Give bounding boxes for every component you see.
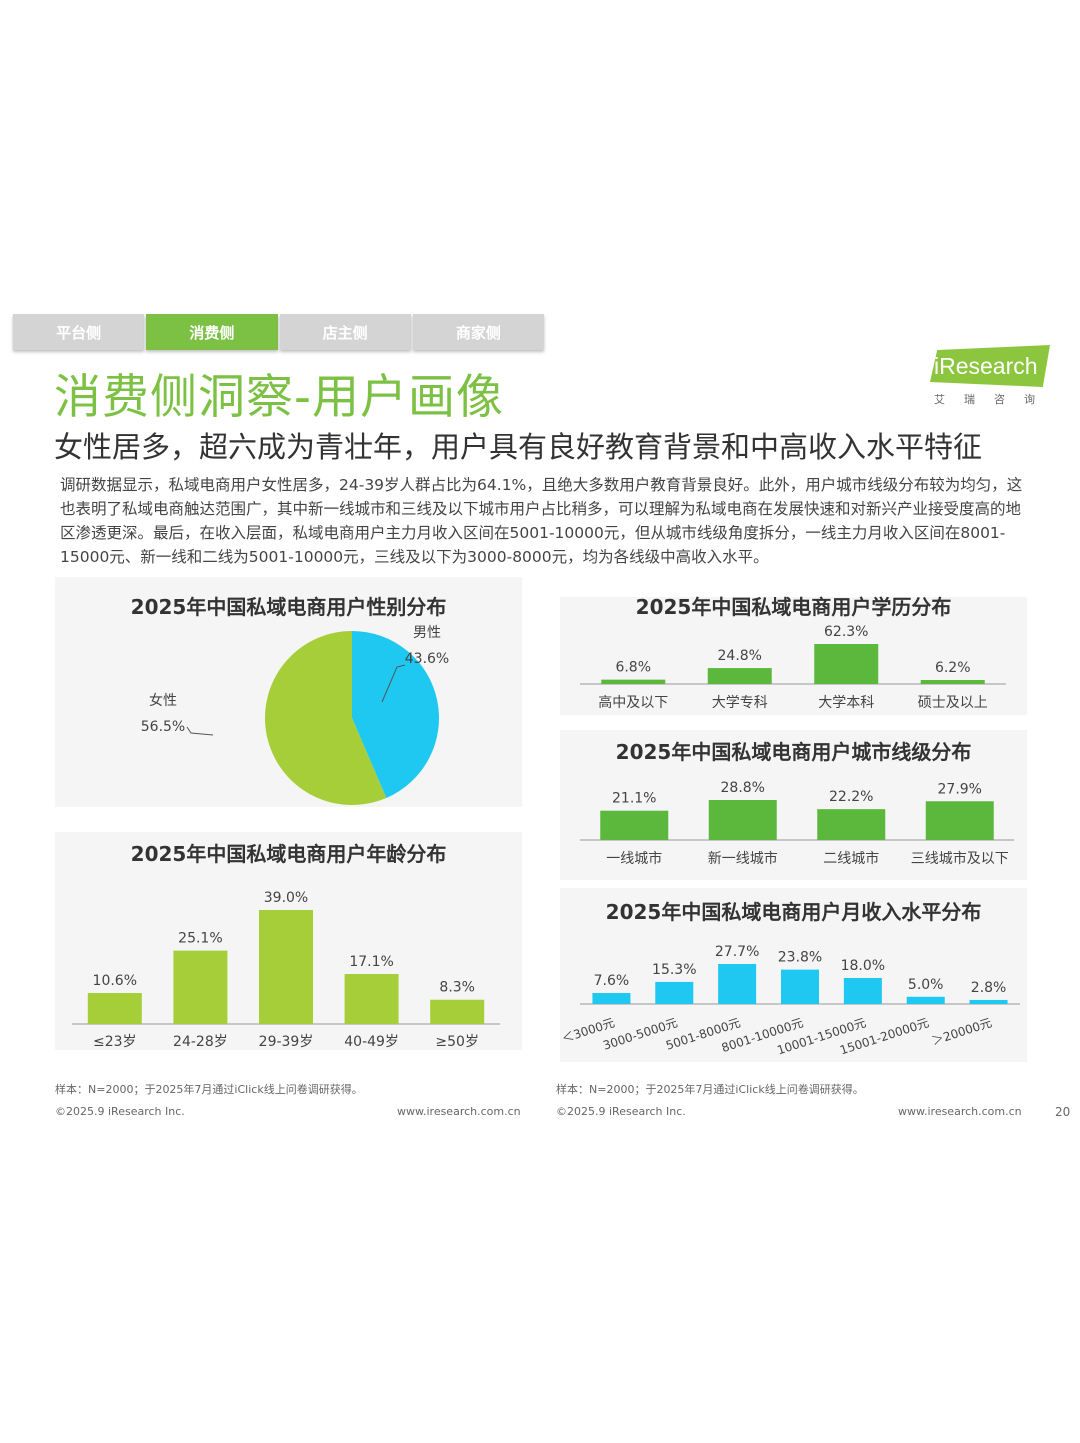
x-tick-label: 40-49岁 — [344, 1034, 399, 1050]
bar — [817, 809, 886, 840]
left-copyright: ©2025.9 iResearch Inc. — [55, 1105, 185, 1118]
x-tick-label: 大学本科 — [818, 695, 874, 711]
pie-leader-line — [381, 664, 406, 703]
logo-shape — [930, 345, 1050, 387]
bar-value-label: 2.8% — [971, 980, 1007, 996]
pie-leader-line — [186, 726, 214, 736]
bar-value-label: 28.8% — [721, 780, 765, 796]
gender-pie-chart: 男性 43.6% 女性 56.5% — [141, 625, 449, 805]
bar — [600, 810, 669, 840]
bar — [344, 974, 399, 1024]
bar-value-label: 23.8% — [778, 950, 822, 966]
x-tick-label: 一线城市 — [606, 850, 662, 867]
left-url-link[interactable]: www.iresearch.com.cn — [397, 1105, 521, 1118]
age-panel: 2025年中国私域电商用户年龄分布 10.6% ≤23岁 25.1% 24-28岁 39… — [55, 832, 522, 1050]
bar-value-label: 22.2% — [829, 789, 873, 805]
bar-value-label: 10.6% — [93, 973, 137, 989]
pie-slice — [265, 631, 387, 805]
bar — [708, 800, 777, 840]
logo-cn-text: 艾瑞咨询 — [934, 393, 1054, 406]
income-bar-chart: 7.6%＜3000元15.3%3000-5000元27.7%5001-8000元… — [560, 944, 1020, 1057]
bar-value-label: 6.2% — [935, 660, 971, 676]
x-tick-label: 29-39岁 — [259, 1034, 314, 1050]
city-chart-title: 2025年中国私域电商用户城市线级分布 — [615, 740, 972, 764]
x-tick-label: 24-28岁 — [173, 1034, 228, 1050]
right-url-link[interactable]: www.iresearch.com.cn — [898, 1105, 1022, 1118]
city-panel: 2025年中国私域电商用户城市线级分布 21.1% 一线城市 28.8% 新一线城市 2… — [560, 730, 1027, 880]
tab-merchant[interactable]: 商家侧 — [412, 314, 544, 350]
bar-value-label: 5.0% — [908, 977, 944, 993]
pie-label: 男性 — [413, 625, 441, 641]
bar — [781, 969, 819, 1004]
x-tick-label: 三线城市及以下 — [911, 850, 1009, 867]
left-sample-note: 样本：N=2000；于2025年7月通过iClick线上问卷调研获得。 — [55, 1083, 363, 1096]
bar-value-label: 27.9% — [938, 781, 982, 797]
bar-value-label: 18.0% — [841, 958, 885, 974]
bar — [655, 981, 694, 1004]
section-tabs: 平台侧 消费侧 店主侧 商家侧 — [13, 314, 546, 350]
bar — [430, 999, 485, 1024]
city-bar-chart: 21.1% 一线城市 28.8% 新一线城市 22.2% 二线城市 27.9% 三线城市及以下 — [580, 780, 1014, 867]
bar-value-label: 7.6% — [594, 973, 630, 989]
age-chart-title: 2025年中国私域电商用户年龄分布 — [130, 842, 447, 866]
x-tick-label: 硕士及以上 — [918, 695, 988, 711]
income-panel: 2025年中国私域电商用户月收入水平分布 7.6% ＜3000元 15.3% 3000… — [560, 888, 1027, 1062]
bar — [173, 950, 228, 1024]
bar — [925, 801, 994, 840]
pie-slice — [352, 631, 440, 798]
page-title: 消费侧洞察-用户画像 — [54, 370, 504, 425]
education-panel: 2025年中国私域电商用户学历分布 6.8% 高中及以下 24.8% 大学专科 62.3… — [560, 595, 1027, 715]
tab-shop-owner[interactable]: 店主侧 — [279, 314, 411, 350]
bar-value-label: 24.8% — [718, 648, 762, 664]
page-subtitle: 女性居多，超六成为青壮年，用户具有良好教育背景和中高收入水平特征 — [54, 430, 983, 464]
bar — [718, 964, 757, 1004]
x-tick-label: 高中及以下 — [598, 694, 668, 711]
bar — [259, 910, 313, 1024]
right-copyright: ©2025.9 iResearch Inc. — [556, 1105, 686, 1118]
income-chart-title: 2025年中国私域电商用户月收入水平分布 — [605, 900, 982, 924]
x-tick-label: 大学专科 — [712, 695, 768, 711]
bar — [814, 644, 879, 684]
gender-chart-title: 2025年中国私域电商用户性别分布 — [130, 595, 447, 619]
bar-value-label: 27.7% — [715, 944, 759, 960]
pie-value-label: 56.5% — [141, 719, 185, 735]
education-bar-chart: 6.8% 高中及以下 24.8% 大学专科 62.3% 大学本科 6.2% 硕士及以上 — [580, 624, 1006, 711]
bar-value-label: 15.3% — [652, 962, 696, 978]
bar — [920, 680, 985, 684]
bar — [969, 999, 1008, 1004]
x-tick-label: ＞20000元 — [930, 1016, 993, 1049]
bar-value-label: 25.1% — [178, 931, 222, 947]
x-tick-label: 二线城市 — [823, 850, 879, 867]
right-sample-note: 样本：N=2000；于2025年7月通过iClick线上问卷调研获得。 — [556, 1083, 864, 1096]
bar-value-label: 39.0% — [264, 890, 308, 906]
bar-value-label: 21.1% — [612, 791, 656, 807]
x-tick-label: ≥50岁 — [435, 1034, 479, 1050]
tab-platform[interactable]: 平台侧 — [13, 314, 145, 350]
summary-text: 调研数据显示，私域电商用户女性居多，24-39岁人群占比为64.1%，且绝大多数… — [60, 476, 1023, 566]
tab-consumer[interactable]: 消费侧 — [146, 314, 278, 350]
page-number: 20 — [1055, 1105, 1071, 1119]
bar — [87, 993, 142, 1024]
pie-label: 女性 — [149, 692, 177, 709]
bar — [843, 978, 882, 1004]
bar-value-label: 6.8% — [615, 660, 651, 676]
bar-value-label: 8.3% — [439, 980, 475, 996]
bar — [707, 668, 772, 684]
bar — [906, 996, 945, 1004]
education-chart-title: 2025年中国私域电商用户学历分布 — [635, 595, 952, 619]
x-tick-label: ≤23岁 — [93, 1034, 137, 1050]
bar-value-label: 17.1% — [349, 954, 393, 970]
x-tick-label: 新一线城市 — [708, 850, 778, 867]
logo-text: iResearch — [934, 353, 1038, 379]
iresearch-logo: iResearch 艾瑞咨询 — [930, 345, 1055, 415]
bar — [592, 993, 631, 1004]
bar-value-label: 62.3% — [824, 624, 868, 640]
gender-panel: 2025年中国私域电商用户性别分布 男性 43.6% 女性 56.5% — [55, 577, 522, 807]
age-bar-chart: 10.6% ≤23岁 25.1% 24-28岁 39.0% 29-39岁 17.1% 40-4… — [72, 890, 500, 1050]
bar — [601, 679, 666, 684]
pie-value-label: 43.6% — [405, 651, 449, 667]
